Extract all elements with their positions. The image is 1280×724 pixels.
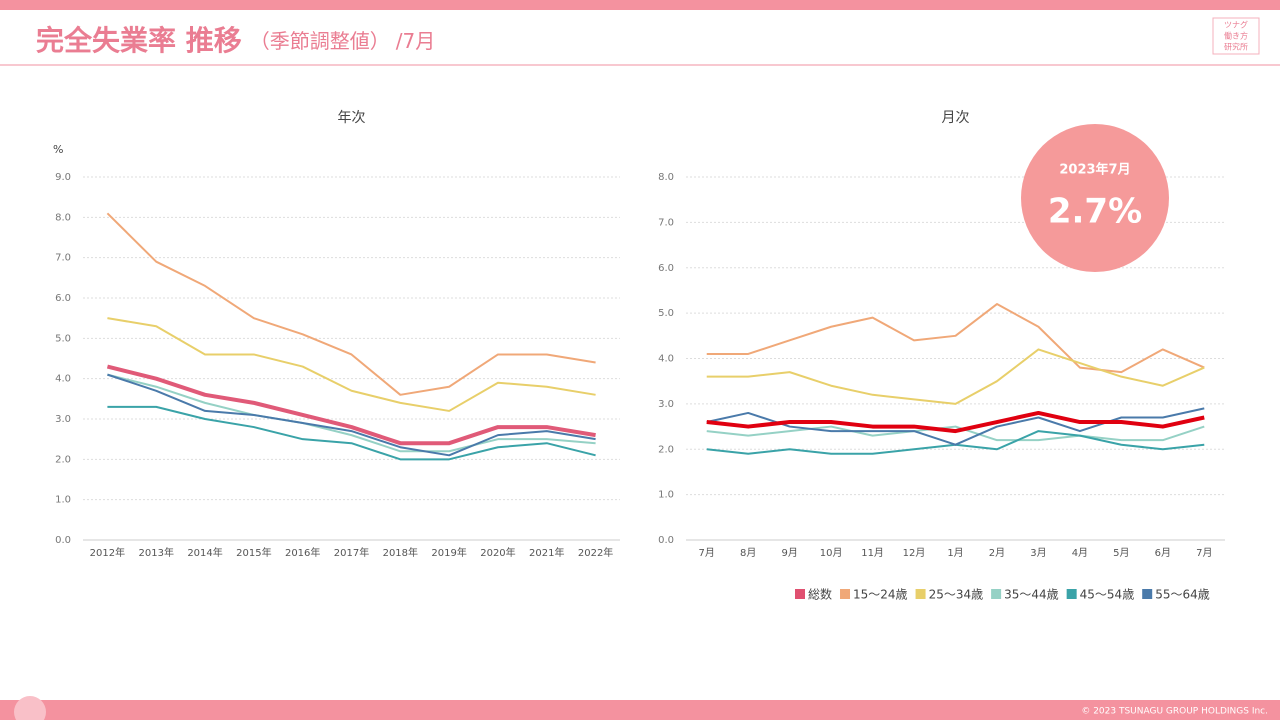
x-tick-label: 6月 [1155, 547, 1171, 559]
y-tick-label: 0.0 [658, 535, 674, 546]
legend-label: 25〜34歳 [929, 588, 984, 602]
badge-title: 2023年7月 [1059, 162, 1130, 178]
y-tick-label: 9.0 [55, 172, 71, 183]
x-tick-label: 7月 [699, 547, 715, 559]
x-tick-label: 2016年 [285, 546, 320, 559]
y-tick-label: 0.0 [55, 535, 71, 546]
x-tick-label: 7月 [1196, 547, 1212, 559]
y-tick-label: 4.0 [55, 374, 71, 385]
logo-text: 働き方 [1224, 31, 1248, 41]
x-tick-label: 2013年 [139, 546, 174, 559]
series-line [706, 303, 1205, 374]
x-tick-label: 9月 [781, 547, 797, 559]
legend-label: 総数 [808, 587, 832, 602]
y-tick-label: 1.0 [658, 490, 674, 501]
series-line [107, 373, 596, 453]
top-bar [0, 0, 1280, 10]
x-tick-label: 5月 [1113, 547, 1129, 559]
legend-label: 35〜44歳 [1004, 588, 1059, 602]
x-tick-label: 2月 [989, 547, 1005, 559]
x-tick-label: 4月 [1072, 547, 1088, 559]
x-tick-label: 2015年 [236, 546, 271, 559]
x-tick-label: 2018年 [383, 546, 418, 559]
x-tick-label: 10月 [820, 547, 843, 559]
legend-label: 55〜64歳 [1155, 588, 1210, 602]
y-tick-label: 6.0 [55, 293, 71, 304]
series-line [706, 430, 1205, 455]
x-tick-label: 2019年 [431, 546, 466, 559]
y-tick-label: 6.0 [658, 263, 674, 274]
page-dot [14, 696, 46, 724]
legend-swatch [1142, 589, 1153, 599]
legend-swatch [840, 589, 851, 599]
y-tick-label: 2.0 [658, 444, 674, 455]
logo-text: ツナグ [1224, 20, 1248, 30]
title: 完全失業率 推移 （季節調整値）/7月 [36, 24, 435, 57]
y-tick-label: 8.0 [55, 212, 71, 223]
chart-title: 年次 [338, 110, 366, 126]
logo-text: 研究所 [1224, 42, 1248, 52]
x-tick-label: 3月 [1030, 547, 1046, 559]
badge-value: 2.7% [1048, 192, 1142, 232]
legend-label: 15〜24歳 [853, 588, 908, 602]
title-main: 完全失業率 推移 [36, 24, 242, 57]
series-line [706, 407, 1205, 446]
x-tick-label: 11月 [861, 547, 884, 559]
chart-title: 月次 [942, 110, 970, 126]
badge [1021, 124, 1169, 272]
copyright: © 2023 TSUNAGU GROUP HOLDINGS Inc. [1081, 707, 1268, 717]
series-line [107, 317, 596, 412]
y-tick-label: 8.0 [658, 172, 674, 183]
series-line [706, 410, 1205, 434]
x-tick-label: 2017年 [334, 546, 369, 559]
legend-label: 45〜54歳 [1080, 588, 1135, 602]
series-line [106, 364, 596, 446]
y-unit: % [53, 143, 63, 156]
y-tick-label: 5.0 [658, 308, 674, 319]
x-tick-label: 2014年 [187, 546, 222, 559]
y-tick-label: 7.0 [658, 217, 674, 228]
legend-swatch [915, 589, 926, 599]
x-tick-label: 2020年 [480, 546, 515, 559]
legend-swatch [991, 589, 1002, 599]
title-suffix: /7月 [396, 29, 435, 53]
legend-swatch [1066, 589, 1077, 599]
x-tick-label: 2022年 [578, 546, 613, 559]
y-tick-label: 4.0 [658, 354, 674, 365]
y-tick-label: 5.0 [55, 333, 71, 344]
y-tick-label: 1.0 [55, 495, 71, 506]
y-tick-label: 3.0 [658, 399, 674, 410]
x-tick-label: 2021年 [529, 546, 564, 559]
series-line [706, 425, 1205, 442]
series-line [107, 405, 596, 461]
y-tick-label: 2.0 [55, 454, 71, 465]
x-tick-label: 8月 [740, 547, 756, 559]
title-sub: （季節調整値） [250, 29, 390, 53]
y-tick-label: 7.0 [55, 253, 71, 264]
x-tick-label: 2012年 [90, 546, 125, 559]
series-line [107, 373, 596, 457]
logo [1212, 17, 1260, 55]
y-tick-label: 3.0 [55, 414, 71, 425]
bottom-bar [0, 700, 1280, 720]
series-line [106, 212, 596, 396]
legend-swatch [795, 589, 805, 599]
x-tick-label: 12月 [903, 547, 926, 559]
x-tick-label: 1月 [947, 547, 963, 559]
series-line [706, 348, 1205, 405]
